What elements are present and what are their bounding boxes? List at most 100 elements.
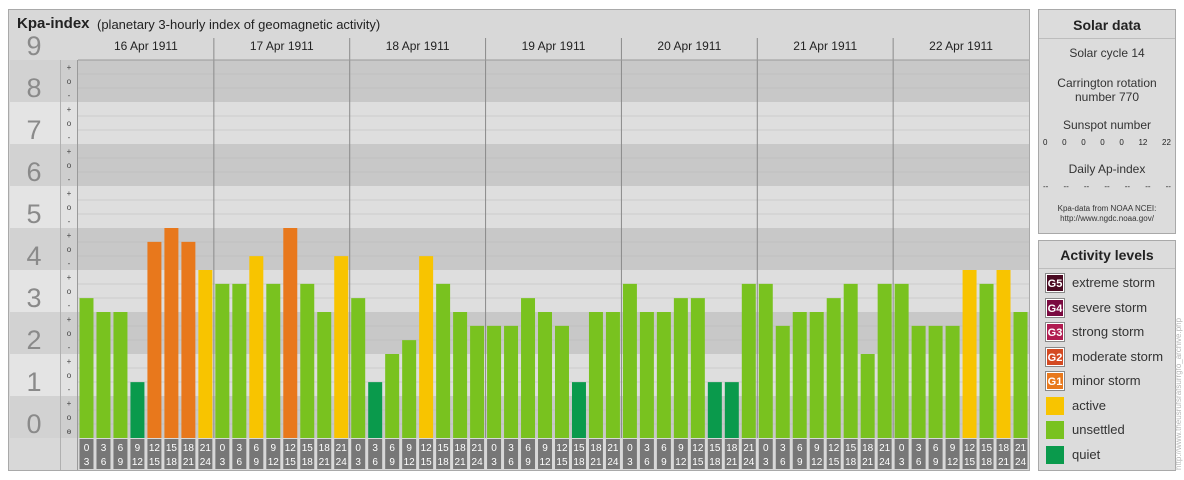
sub-tick-label: o bbox=[67, 77, 72, 86]
interval-end-label: 12 bbox=[404, 457, 416, 468]
kp-bar bbox=[843, 283, 858, 438]
kp-bar bbox=[147, 241, 162, 438]
sub-tick-label: o bbox=[67, 371, 72, 380]
interval-end-label: 24 bbox=[879, 457, 891, 468]
sub-label-column bbox=[61, 60, 77, 438]
kp-bar bbox=[521, 298, 536, 438]
day-label: 18 Apr 1911 bbox=[386, 39, 450, 53]
interval-cell bbox=[588, 439, 603, 469]
interval-cell bbox=[690, 439, 705, 469]
kp-bar bbox=[266, 283, 281, 438]
kp-bar bbox=[809, 312, 824, 438]
carrington-line-2: number 770 bbox=[1074, 90, 1140, 104]
interval-cell bbox=[843, 439, 858, 469]
kp-bar bbox=[351, 298, 366, 438]
sub-tick-label: - bbox=[68, 217, 71, 226]
source-link[interactable]: http://www.ngdc.noaa.gov/ bbox=[1060, 214, 1154, 223]
interval-cell bbox=[741, 439, 756, 469]
interval-start-label: 6 bbox=[525, 443, 531, 454]
kp-bar bbox=[877, 283, 892, 438]
interval-start-label: 12 bbox=[692, 443, 704, 454]
interval-end-label: 9 bbox=[933, 457, 939, 468]
interval-start-label: 0 bbox=[491, 443, 497, 454]
interval-end-label: 12 bbox=[132, 457, 144, 468]
y-tick-label: 4 bbox=[26, 241, 41, 271]
interval-end-label: 24 bbox=[607, 457, 619, 468]
interval-end-label: 18 bbox=[709, 457, 721, 468]
interval-cell bbox=[996, 439, 1011, 469]
kp-bar bbox=[826, 298, 841, 438]
kp-bar bbox=[79, 298, 94, 438]
kp-bar bbox=[436, 283, 451, 438]
legend-label: strong storm bbox=[1072, 324, 1145, 339]
legend-swatch bbox=[1046, 396, 1064, 415]
kp-bar bbox=[741, 283, 756, 438]
chart-title: Kpa-index bbox=[17, 15, 90, 32]
interval-end-label: 3 bbox=[84, 457, 90, 468]
watermark: http://www.theusrufsrafsurrgfo_archive.p… bbox=[1174, 317, 1183, 470]
interval-cell bbox=[521, 439, 536, 469]
interval-start-label: 0 bbox=[355, 443, 361, 454]
interval-end-label: 3 bbox=[763, 457, 769, 468]
interval-end-label: 21 bbox=[319, 457, 331, 468]
kp-bar bbox=[419, 256, 434, 438]
interval-start-label: 0 bbox=[220, 443, 226, 454]
interval-end-label: 15 bbox=[692, 457, 704, 468]
interval-cell bbox=[673, 439, 688, 469]
interval-cell bbox=[758, 439, 773, 469]
interval-start-label: 21 bbox=[200, 443, 212, 454]
kp-bar bbox=[368, 382, 383, 438]
interval-end-label: 12 bbox=[675, 457, 687, 468]
interval-end-label: 9 bbox=[797, 457, 803, 468]
interval-start-label: 12 bbox=[556, 443, 568, 454]
kpa-chart-panel: Kpa-index (planetary 3-hourly index of g… bbox=[8, 9, 1030, 471]
interval-cell bbox=[164, 439, 179, 469]
interval-end-label: 12 bbox=[947, 457, 959, 468]
interval-end-label: 15 bbox=[421, 457, 433, 468]
ap-index-title: Daily Ap-index bbox=[1068, 162, 1146, 176]
activity-levels-panel: Activity levels G5 extreme storm G4 severe … bbox=[1038, 240, 1176, 471]
interval-end-label: 6 bbox=[372, 457, 378, 468]
kp-bar bbox=[215, 283, 230, 438]
sunspot-value: 0 bbox=[1119, 138, 1124, 147]
interval-cell bbox=[368, 439, 383, 469]
kp-band bbox=[10, 186, 1029, 228]
kp-bar bbox=[979, 283, 994, 438]
kp-bar bbox=[317, 312, 332, 438]
interval-cell bbox=[181, 439, 196, 469]
interval-start-label: 15 bbox=[166, 443, 178, 454]
kp-bar bbox=[334, 256, 349, 438]
ap-index-value: -- bbox=[1165, 182, 1171, 191]
y-tick-label: 1 bbox=[26, 367, 41, 397]
interval-end-label: 18 bbox=[166, 457, 178, 468]
interval-start-label: 0 bbox=[627, 443, 633, 454]
interval-start-label: 0 bbox=[899, 443, 905, 454]
interval-start-label: 9 bbox=[814, 443, 820, 454]
kp-bar bbox=[300, 283, 315, 438]
interval-start-label: 18 bbox=[183, 443, 195, 454]
interval-end-label: 6 bbox=[780, 457, 786, 468]
interval-end-label: 12 bbox=[811, 457, 823, 468]
interval-cell bbox=[334, 439, 349, 469]
interval-end-label: 6 bbox=[101, 457, 107, 468]
interval-end-label: 21 bbox=[726, 457, 738, 468]
sub-tick-label: + bbox=[67, 357, 72, 366]
kpa-bar-chart: 0123456789+o-+o-+o-+o-+o-+o-+o-+o-+o-o16… bbox=[10, 31, 1029, 470]
ap-index-value: -- bbox=[1145, 182, 1151, 191]
kp-bar bbox=[249, 256, 264, 438]
kp-bar bbox=[605, 312, 620, 438]
interval-cell bbox=[317, 439, 332, 469]
interval-start-label: 15 bbox=[573, 443, 585, 454]
sunspot-value: 0 bbox=[1062, 138, 1067, 147]
interval-start-label: 3 bbox=[237, 443, 243, 454]
y-tick-label: 8 bbox=[26, 73, 41, 103]
interval-cell bbox=[622, 439, 637, 469]
legend-swatch: G4 bbox=[1045, 297, 1065, 318]
interval-end-label: 18 bbox=[845, 457, 857, 468]
sunspot-value: 0 bbox=[1043, 138, 1048, 147]
sub-tick-label: + bbox=[67, 63, 72, 72]
interval-end-label: 15 bbox=[285, 457, 297, 468]
day-label: 19 Apr 1911 bbox=[522, 39, 586, 53]
ap-index-value: -- bbox=[1083, 182, 1090, 191]
interval-start-label: 18 bbox=[590, 443, 602, 454]
